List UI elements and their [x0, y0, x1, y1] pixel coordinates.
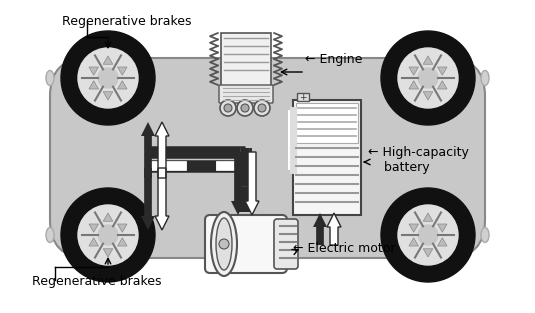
FancyBboxPatch shape	[221, 33, 271, 93]
Polygon shape	[423, 92, 433, 100]
FancyBboxPatch shape	[296, 103, 358, 143]
Polygon shape	[155, 168, 169, 230]
Polygon shape	[89, 238, 98, 246]
Text: ← Electric motor: ← Electric motor	[293, 242, 395, 255]
Circle shape	[241, 104, 249, 112]
Polygon shape	[438, 67, 447, 75]
Polygon shape	[423, 249, 433, 257]
FancyBboxPatch shape	[219, 85, 273, 103]
Polygon shape	[423, 56, 433, 64]
Circle shape	[98, 68, 118, 88]
Polygon shape	[141, 122, 155, 178]
Polygon shape	[118, 81, 127, 89]
Circle shape	[398, 205, 458, 265]
Polygon shape	[155, 122, 169, 178]
Polygon shape	[103, 92, 113, 100]
Polygon shape	[118, 238, 127, 246]
Polygon shape	[409, 224, 418, 232]
Ellipse shape	[46, 70, 54, 85]
Circle shape	[98, 225, 118, 245]
Polygon shape	[438, 238, 447, 246]
Polygon shape	[423, 213, 433, 221]
Polygon shape	[409, 81, 418, 89]
Circle shape	[418, 68, 438, 88]
Polygon shape	[103, 56, 113, 64]
Polygon shape	[438, 81, 447, 89]
Polygon shape	[89, 67, 98, 75]
Polygon shape	[89, 224, 98, 232]
Polygon shape	[118, 67, 127, 75]
Circle shape	[418, 225, 438, 245]
Polygon shape	[409, 67, 418, 75]
Circle shape	[381, 188, 475, 282]
Polygon shape	[438, 224, 447, 232]
Text: +: +	[299, 94, 307, 102]
FancyBboxPatch shape	[293, 100, 361, 215]
Ellipse shape	[211, 212, 237, 276]
Ellipse shape	[481, 228, 489, 243]
Text: ← Engine: ← Engine	[305, 53, 362, 66]
Circle shape	[78, 48, 138, 108]
Polygon shape	[409, 238, 418, 246]
Circle shape	[78, 205, 138, 265]
Polygon shape	[231, 152, 245, 215]
Polygon shape	[118, 224, 127, 232]
Circle shape	[220, 100, 236, 116]
Circle shape	[224, 104, 232, 112]
Circle shape	[237, 100, 253, 116]
Circle shape	[398, 48, 458, 108]
Ellipse shape	[216, 218, 232, 270]
Polygon shape	[103, 249, 113, 257]
FancyBboxPatch shape	[274, 219, 298, 269]
FancyBboxPatch shape	[297, 93, 309, 101]
Circle shape	[61, 31, 155, 125]
Text: Regenerative brakes: Regenerative brakes	[62, 15, 192, 28]
FancyBboxPatch shape	[50, 58, 485, 258]
Polygon shape	[313, 213, 327, 245]
Polygon shape	[245, 152, 259, 215]
FancyBboxPatch shape	[288, 110, 294, 170]
Polygon shape	[327, 213, 341, 245]
FancyBboxPatch shape	[205, 215, 287, 273]
Circle shape	[254, 100, 270, 116]
Text: ← High-capacity
    battery: ← High-capacity battery	[368, 146, 469, 174]
Circle shape	[219, 239, 229, 249]
Ellipse shape	[481, 70, 489, 85]
Circle shape	[61, 188, 155, 282]
Polygon shape	[103, 213, 113, 221]
Ellipse shape	[46, 228, 54, 243]
Text: Regenerative brakes: Regenerative brakes	[32, 275, 162, 288]
Polygon shape	[89, 81, 98, 89]
Polygon shape	[141, 168, 155, 230]
Circle shape	[381, 31, 475, 125]
Circle shape	[258, 104, 266, 112]
